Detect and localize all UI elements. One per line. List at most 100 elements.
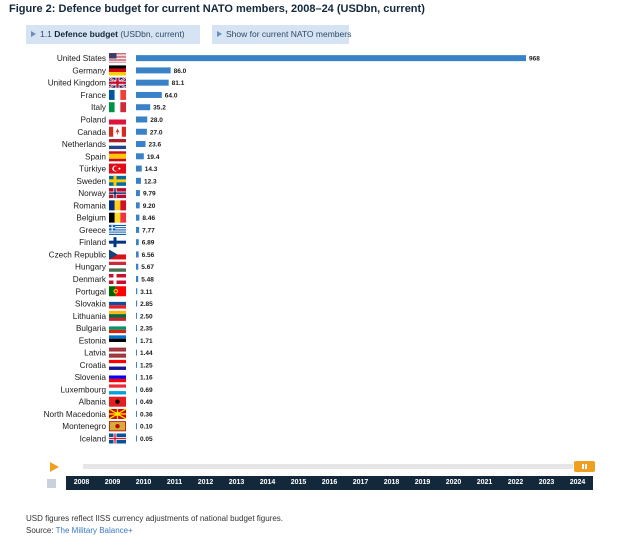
bar[interactable] <box>136 410 137 417</box>
category-label: Italy <box>91 103 107 112</box>
year-2021[interactable]: 2021 <box>476 479 493 486</box>
bar[interactable] <box>136 226 140 233</box>
flag-icon <box>109 384 126 395</box>
category-label: Hungary <box>75 263 107 272</box>
timeline-pause-handle[interactable] <box>574 461 595 472</box>
bar[interactable] <box>136 104 151 111</box>
source-line: Source: The Military Balance+ <box>26 526 133 535</box>
bar[interactable] <box>136 398 137 405</box>
category-label: Poland <box>81 115 107 124</box>
data-label: 1.25 <box>140 362 153 369</box>
data-label: 0.36 <box>140 411 153 418</box>
year-axis: 2008 2009 2010 2011 2012 2013 2014 2015 2016 2017… <box>66 476 593 490</box>
bar[interactable] <box>136 116 148 123</box>
category-label: Romania <box>73 201 106 210</box>
bar[interactable] <box>136 288 138 295</box>
year-2017[interactable]: 2017 <box>352 479 369 486</box>
bar[interactable] <box>136 374 137 381</box>
category-label: Slovenia <box>75 373 107 382</box>
timeline-track[interactable] <box>83 464 573 469</box>
year-2014[interactable]: 2014 <box>259 479 276 486</box>
metric-selector-button[interactable]: 1.1 Defence budget (USDbn, current) <box>26 25 200 44</box>
play-icon[interactable] <box>48 462 61 473</box>
bar-chart: United States 968 Germany 86.0 United Kingdo… <box>44 53 540 444</box>
data-label: 14.3 <box>145 166 158 173</box>
category-label: Latvia <box>84 349 106 358</box>
category-label: North Macedonia <box>44 410 107 419</box>
bar[interactable] <box>136 128 147 135</box>
bar[interactable] <box>136 423 137 430</box>
bar[interactable] <box>136 435 137 442</box>
flag-icon <box>108 76 127 89</box>
data-label: 86.0 <box>174 68 187 75</box>
category-label: France <box>81 91 107 100</box>
flag-icon <box>109 396 126 407</box>
scope-selector-button[interactable]: Show for current NATO members <box>212 25 351 44</box>
flag-icon <box>109 359 126 370</box>
year-2012[interactable]: 2012 <box>197 479 214 486</box>
bar[interactable] <box>136 361 137 368</box>
category-label: Bulgaria <box>76 324 106 333</box>
year-2013[interactable]: 2013 <box>228 479 245 486</box>
flag-icon <box>109 89 127 100</box>
year-2020[interactable]: 2020 <box>445 479 462 486</box>
category-label: Albania <box>79 398 107 407</box>
bar[interactable] <box>136 67 171 74</box>
flag-icon <box>109 139 126 150</box>
bar[interactable] <box>136 275 139 282</box>
bar[interactable] <box>136 337 137 344</box>
year-2011[interactable]: 2011 <box>166 479 183 486</box>
bar[interactable] <box>136 91 162 98</box>
bar[interactable] <box>136 141 146 148</box>
data-label: 64.0 <box>165 92 178 99</box>
flag-icon <box>109 224 126 235</box>
bar[interactable] <box>136 312 138 319</box>
category-label: Estonia <box>79 336 107 345</box>
bar[interactable] <box>136 214 140 221</box>
source-link[interactable]: The Military Balance+ <box>55 526 133 535</box>
bar[interactable] <box>136 263 139 270</box>
flag-icon <box>109 323 126 334</box>
bar[interactable] <box>136 55 526 62</box>
flag-icon <box>109 310 126 321</box>
bar[interactable] <box>136 349 137 356</box>
data-label: 23.6 <box>149 142 162 149</box>
flag-icon <box>109 372 126 383</box>
category-label: Finland <box>79 238 106 247</box>
year-2023[interactable]: 2023 <box>538 479 555 486</box>
bar[interactable] <box>136 300 138 307</box>
data-label: 27.0 <box>150 129 163 136</box>
category-label: Croatia <box>80 361 107 370</box>
year-2018[interactable]: 2018 <box>383 479 400 486</box>
year-2008[interactable]: 2008 <box>73 479 90 486</box>
data-label: 3.11 <box>140 289 153 296</box>
bar[interactable] <box>136 177 141 184</box>
year-2009[interactable]: 2009 <box>104 479 121 486</box>
bar[interactable] <box>136 325 137 332</box>
stop-icon[interactable] <box>47 479 56 488</box>
year-2019[interactable]: 2019 <box>414 479 431 486</box>
year-2024[interactable]: 2024 <box>569 479 586 486</box>
bar[interactable] <box>136 251 139 258</box>
category-label: Denmark <box>73 275 107 284</box>
bar[interactable] <box>136 386 137 393</box>
year-2016[interactable]: 2016 <box>321 479 338 486</box>
category-label: Iceland <box>80 435 107 444</box>
year-2022[interactable]: 2022 <box>507 479 524 486</box>
year-2010[interactable]: 2010 <box>135 479 152 486</box>
data-label: 0.05 <box>140 436 153 443</box>
year-2015[interactable]: 2015 <box>290 479 307 486</box>
flag-icon <box>109 126 126 137</box>
bar[interactable] <box>136 153 144 160</box>
bar[interactable] <box>136 79 169 86</box>
metric-prefix: 1.1 <box>40 29 52 39</box>
bar[interactable] <box>136 190 140 197</box>
flag-icon <box>109 188 126 199</box>
category-label: Canada <box>77 128 106 137</box>
bar[interactable] <box>136 239 139 246</box>
bar[interactable] <box>136 202 140 209</box>
category-label: Türkiye <box>79 165 106 174</box>
bar[interactable] <box>136 165 142 172</box>
flag-icon <box>109 347 126 358</box>
flag-icon <box>109 249 126 260</box>
